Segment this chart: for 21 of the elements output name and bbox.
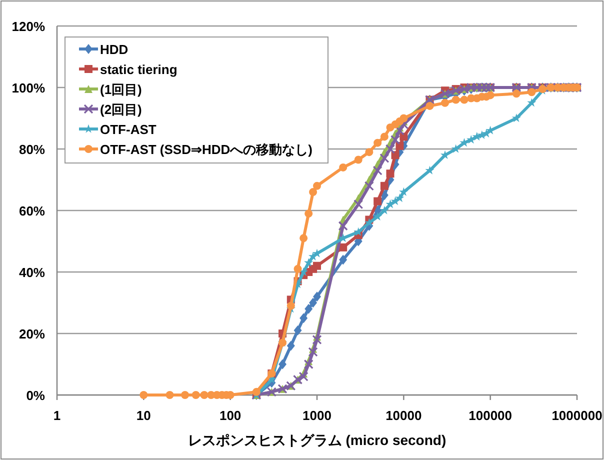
x-tick-label: 1000000 [552,408,602,423]
y-tick-label: 20% [18,326,46,342]
x-tick-label: 100000 [468,408,512,423]
legend-label: static tiering [100,62,178,77]
legend-label: (2回目) [100,102,142,117]
legend-label: HDD [100,42,128,57]
x-tick-label: 1000 [302,408,332,423]
x-tick-label: 100 [219,408,242,423]
x-tick-label: 1 [53,408,61,423]
y-tick-label: 40% [18,265,46,280]
y-tick-label: 60% [18,204,46,218]
legend-label: OTF-AST [100,122,156,137]
x-axis-title: レスポンスヒストグラム (micro second) [188,432,446,448]
y-tick-label: 80% [18,142,46,157]
y-tick-label: 100% [12,80,46,96]
y-tick-label: 120% [12,19,46,34]
legend-label: OTF-AST (SSD⇒HDDへの移動なし) [100,142,312,157]
y-tick-label: 0% [26,388,46,403]
x-tick-label: 10000 [386,408,422,423]
x-tick-label: 10 [136,408,151,423]
legend-label: (1回目) [100,82,142,97]
